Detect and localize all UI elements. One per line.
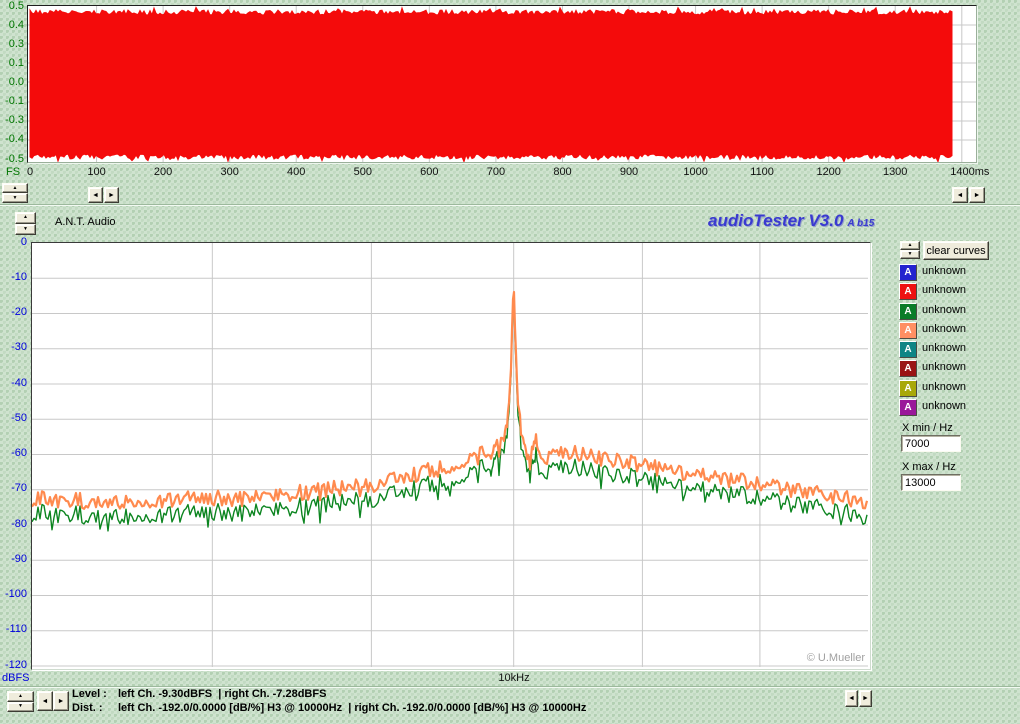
waveform-x-tick-label: 700 [486, 166, 506, 178]
spectrum-y-tick-label: -30 [11, 341, 27, 354]
app-logo-version: A b15 [847, 218, 875, 229]
waveform-y-tick-label: 0.5 [8, 0, 24, 12]
section-divider-top [0, 204, 1020, 206]
app-logo-text: audioTester V3.0 [708, 211, 844, 230]
waveform-x-tick-label: 900 [619, 166, 639, 178]
curve-color-button[interactable]: A [899, 322, 917, 339]
waveform-x-tick-label: 1100 [750, 166, 774, 178]
clear-curves-button[interactable]: clear curves [923, 241, 989, 260]
xmin-label: X min / Hz [902, 422, 953, 434]
curve-label: unknown [922, 400, 967, 412]
spectrum-y-tick-label: -10 [11, 270, 27, 283]
dist-value: left Ch. -192.0/0.0000 [dB/%] H3 @ 10000… [118, 702, 587, 714]
waveform-plot [27, 5, 977, 164]
section-divider-bottom [0, 686, 1020, 688]
curve-color-button[interactable]: A [899, 380, 917, 397]
curve-label: unknown [922, 342, 967, 354]
curve-color-button[interactable]: A [899, 399, 917, 416]
spectrum-x-tick-label: 10kHz [498, 672, 530, 684]
sidebar-spinner-up-button[interactable]: ▲ [900, 241, 920, 250]
wave-left-scroll-right-button[interactable]: ► [104, 187, 119, 203]
curve-label: unknown [922, 381, 967, 393]
status-left-scroll-left-button[interactable]: ◄ [37, 691, 53, 711]
dist-label: Dist. : [72, 702, 103, 714]
status-spinner-down-button[interactable]: ▼ [7, 701, 34, 712]
waveform-x-tick-label: 200 [153, 166, 173, 178]
waveform-chart [28, 6, 976, 164]
app-logo: audioTester V3.0 A b15 [708, 211, 874, 231]
waveform-vscale-spinner-up-button[interactable]: ▲ [2, 183, 28, 193]
copyright-label: © U.Mueller [806, 652, 865, 664]
wave-right-scroll-left-button[interactable]: ◄ [952, 187, 968, 203]
status-right-scroll-left-button[interactable]: ◄ [845, 690, 858, 707]
spectrum-y-tick-label: -50 [11, 411, 27, 424]
spectrum-plot: © U.Mueller [31, 242, 871, 670]
waveform-x-tick-label: 1300 [882, 166, 908, 178]
waveform-vscale-spinner: ▲ ▼ [2, 183, 28, 203]
curve-color-button[interactable]: A [899, 264, 917, 281]
waveform-y-tick-label: 0.0 [8, 76, 24, 88]
waveform-y-tick-label: -0.3 [5, 114, 24, 127]
curve-label: unknown [922, 304, 967, 316]
spectrum-y-tick-label: -90 [11, 552, 27, 565]
spectrum-y-tick-label: -120 [4, 658, 27, 671]
curve-label: unknown [922, 284, 967, 296]
spectrum-vscale-spinner: ▲ ▼ [15, 212, 36, 235]
status-spinner-up-button[interactable]: ▲ [7, 691, 34, 702]
spectrum-y-tick-label: -70 [11, 482, 27, 495]
waveform-x-tick-label: 600 [420, 166, 439, 178]
waveform-y-tick-label: 0.1 [8, 56, 24, 69]
status-right-scroll-right-button[interactable]: ► [859, 690, 872, 707]
wave-left-scroll-left-button[interactable]: ◄ [88, 187, 103, 203]
curve-label: unknown [922, 323, 967, 335]
curve-label: unknown [922, 265, 967, 277]
curve-label: unknown [922, 361, 967, 373]
waveform-y-tick-label: -0.1 [5, 95, 24, 108]
waveform-x-tick-label: 300 [220, 166, 239, 178]
spectrum-y-tick-label: -40 [11, 376, 27, 389]
spectrum-y-tick-label: -100 [4, 588, 27, 600]
curve-color-button[interactable]: A [899, 283, 917, 300]
waveform-x-tick-label: 1400ms [950, 166, 990, 178]
spectrum-y-tick-label: -60 [11, 447, 27, 459]
spectrum-vscale-spinner-down-button[interactable]: ▼ [15, 223, 36, 235]
curve-color-button[interactable]: A [899, 341, 917, 358]
spectrum-y-unit-label: dBFS [2, 672, 30, 684]
waveform-x-tick-label: 500 [353, 166, 372, 178]
status-spinner: ▲ ▼ [7, 691, 34, 712]
waveform-y-tick-label: 0.4 [8, 18, 24, 31]
curve-color-button[interactable]: A [899, 360, 917, 377]
xmax-input[interactable] [901, 474, 961, 491]
waveform-y-tick-label: -0.5 [5, 152, 24, 165]
waveform-vscale-spinner-down-button[interactable]: ▼ [2, 193, 28, 203]
spectrum-chart [31, 243, 869, 667]
waveform-y-tick-label: 0.3 [8, 37, 24, 50]
xmax-label: X max / Hz [902, 461, 956, 473]
waveform-x-tick-label: 1000 [683, 166, 708, 178]
spectrum-y-tick-label: -80 [11, 517, 27, 530]
level-value: left Ch. -9.30dBFS | right Ch. -7.28dBFS [118, 688, 327, 700]
xmin-input[interactable] [901, 435, 961, 452]
device-label: A.N.T. Audio [55, 216, 116, 228]
spectrum-y-tick-label: 0 [20, 235, 27, 248]
sidebar-spinner-down-button[interactable]: ▼ [900, 250, 920, 259]
status-left-scroll-right-button[interactable]: ► [53, 691, 69, 711]
level-label: Level : [72, 688, 107, 700]
waveform-y-tick-label: -0.4 [5, 133, 24, 146]
sidebar-spinner: ▲ ▼ [900, 241, 920, 259]
waveform-x-tick-label: 0 [26, 166, 34, 178]
waveform-x-tick-label: 800 [553, 166, 572, 178]
waveform-x-tick-label: 100 [87, 166, 106, 178]
waveform-x-tick-label: 400 [287, 166, 306, 178]
spectrum-vscale-spinner-up-button[interactable]: ▲ [15, 212, 36, 224]
wave-right-scroll-right-button[interactable]: ► [969, 187, 985, 203]
waveform-x-tick-label: 1200 [816, 166, 841, 178]
spectrum-y-tick-label: -20 [11, 306, 27, 318]
spectrum-y-tick-label: -110 [5, 623, 27, 636]
curve-color-button[interactable]: A [899, 303, 917, 320]
waveform-y-unit-label: FS [6, 166, 21, 178]
